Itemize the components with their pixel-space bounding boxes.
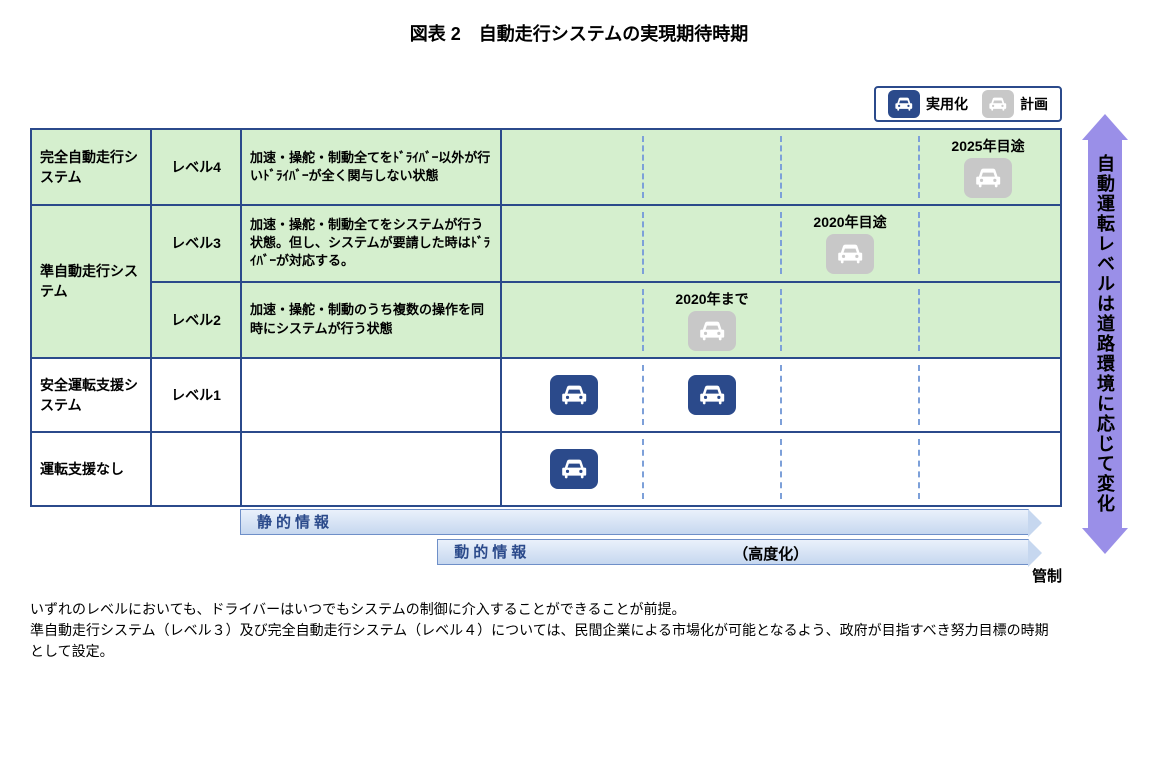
footnote-line: 準自動走行システム（レベル３）及び完全自動走行システム（レベル４）については、民…: [30, 620, 1062, 662]
car-icon: [826, 234, 874, 274]
lane-cell: [501, 358, 1061, 432]
lane-col: [920, 365, 1056, 425]
level-cell: レベル1: [151, 358, 241, 432]
legend: 実用化 計画: [30, 86, 1062, 122]
car-icon: [688, 311, 736, 351]
footnote: いずれのレベルにおいても、ドライバーはいつでもシステムの制御に介入することができ…: [30, 599, 1062, 662]
legend-plan: 計画: [982, 90, 1048, 118]
legend-box: 実用化 計画: [874, 86, 1062, 122]
side-arrow: 自動運転レベルは道路環境に応じて変化: [1082, 114, 1128, 554]
lane-col: [506, 365, 644, 425]
left-column: 実用化 計画 完全自動走行システムレベル4加速・操舵・制動全てをﾄﾞﾗｲﾊﾞｰ以…: [30, 86, 1062, 662]
levels-table: 完全自動走行システムレベル4加速・操舵・制動全てをﾄﾞﾗｲﾊﾞｰ以外が行いﾄﾞﾗ…: [30, 128, 1062, 507]
car-icon: [964, 158, 1012, 198]
car-icon: [982, 90, 1014, 118]
year-label: 2020年目途: [813, 212, 886, 232]
category-cell: 準自動走行システム: [31, 205, 151, 358]
info-bar: 静的情報: [240, 509, 1029, 535]
lane-col: [644, 212, 782, 274]
desc-cell: [241, 432, 501, 506]
car-icon: [550, 449, 598, 489]
arrow-head-down: [1082, 528, 1128, 554]
bar-tail-label: 管制: [1032, 565, 1062, 586]
level-cell: レベル2: [151, 282, 241, 358]
category-cell: 安全運転支援システム: [31, 358, 151, 432]
info-bars: 静的情報動的情報（高度化） 管制: [240, 509, 1062, 589]
lane-col: 2020年目途: [782, 212, 920, 274]
arrow-head-up: [1082, 114, 1128, 140]
lane-col: [782, 136, 920, 198]
level-cell: レベル4: [151, 129, 241, 205]
lane-col: 2025年目途: [920, 136, 1056, 198]
side-arrow-text: 自動運転レベルは道路環境に応じて変化: [1092, 154, 1118, 514]
car-icon: [550, 375, 598, 415]
level-cell: [151, 432, 241, 506]
lane-col: [782, 365, 920, 425]
desc-cell: 加速・操舵・制動全てをﾄﾞﾗｲﾊﾞｰ以外が行いﾄﾞﾗｲﾊﾞｰが全く関与しない状態: [241, 129, 501, 205]
desc-cell: [241, 358, 501, 432]
arrow-shaft: 自動運転レベルは道路環境に応じて変化: [1088, 140, 1122, 528]
footnote-line: いずれのレベルにおいても、ドライバーはいつでもシステムの制御に介入することができ…: [30, 599, 1062, 620]
lane-cell: 2020年まで: [501, 282, 1061, 358]
lane-col: [644, 136, 782, 198]
lane-cell: 2020年目途: [501, 205, 1061, 282]
lane-col: [782, 439, 920, 499]
lane-col: [782, 289, 920, 351]
legend-active-label: 実用化: [926, 94, 968, 114]
figure-title: 図表 2 自動走行システムの実現期待時期: [30, 20, 1128, 46]
desc-cell: 加速・操舵・制動全てをシステムが行う状態。但し、システムが要請した時はﾄﾞﾗｲﾊ…: [241, 205, 501, 282]
legend-active: 実用化: [888, 90, 968, 118]
lane-col: [644, 365, 782, 425]
lane-col: [506, 289, 644, 351]
lane-col: [506, 212, 644, 274]
year-label: 2025年目途: [951, 136, 1024, 156]
lane-col: 2020年まで: [644, 289, 782, 351]
lane-col: [644, 439, 782, 499]
info-bar-extra: （高度化）: [733, 543, 808, 564]
lane-cell: 2025年目途: [501, 129, 1061, 205]
legend-plan-label: 計画: [1020, 94, 1048, 114]
lane-col: [506, 136, 644, 198]
lane-cell: [501, 432, 1061, 506]
lane-col: [920, 212, 1056, 274]
category-cell: 運転支援なし: [31, 432, 151, 506]
level-cell: レベル3: [151, 205, 241, 282]
lane-col: [506, 439, 644, 499]
year-label: 2020年まで: [675, 289, 748, 309]
main-layout: 実用化 計画 完全自動走行システムレベル4加速・操舵・制動全てをﾄﾞﾗｲﾊﾞｰ以…: [30, 86, 1128, 662]
category-cell: 完全自動走行システム: [31, 129, 151, 205]
car-icon: [688, 375, 736, 415]
lane-col: [920, 439, 1056, 499]
car-icon: [888, 90, 920, 118]
lane-col: [920, 289, 1056, 351]
desc-cell: 加速・操舵・制動のうち複数の操作を同時にシステムが行う状態: [241, 282, 501, 358]
